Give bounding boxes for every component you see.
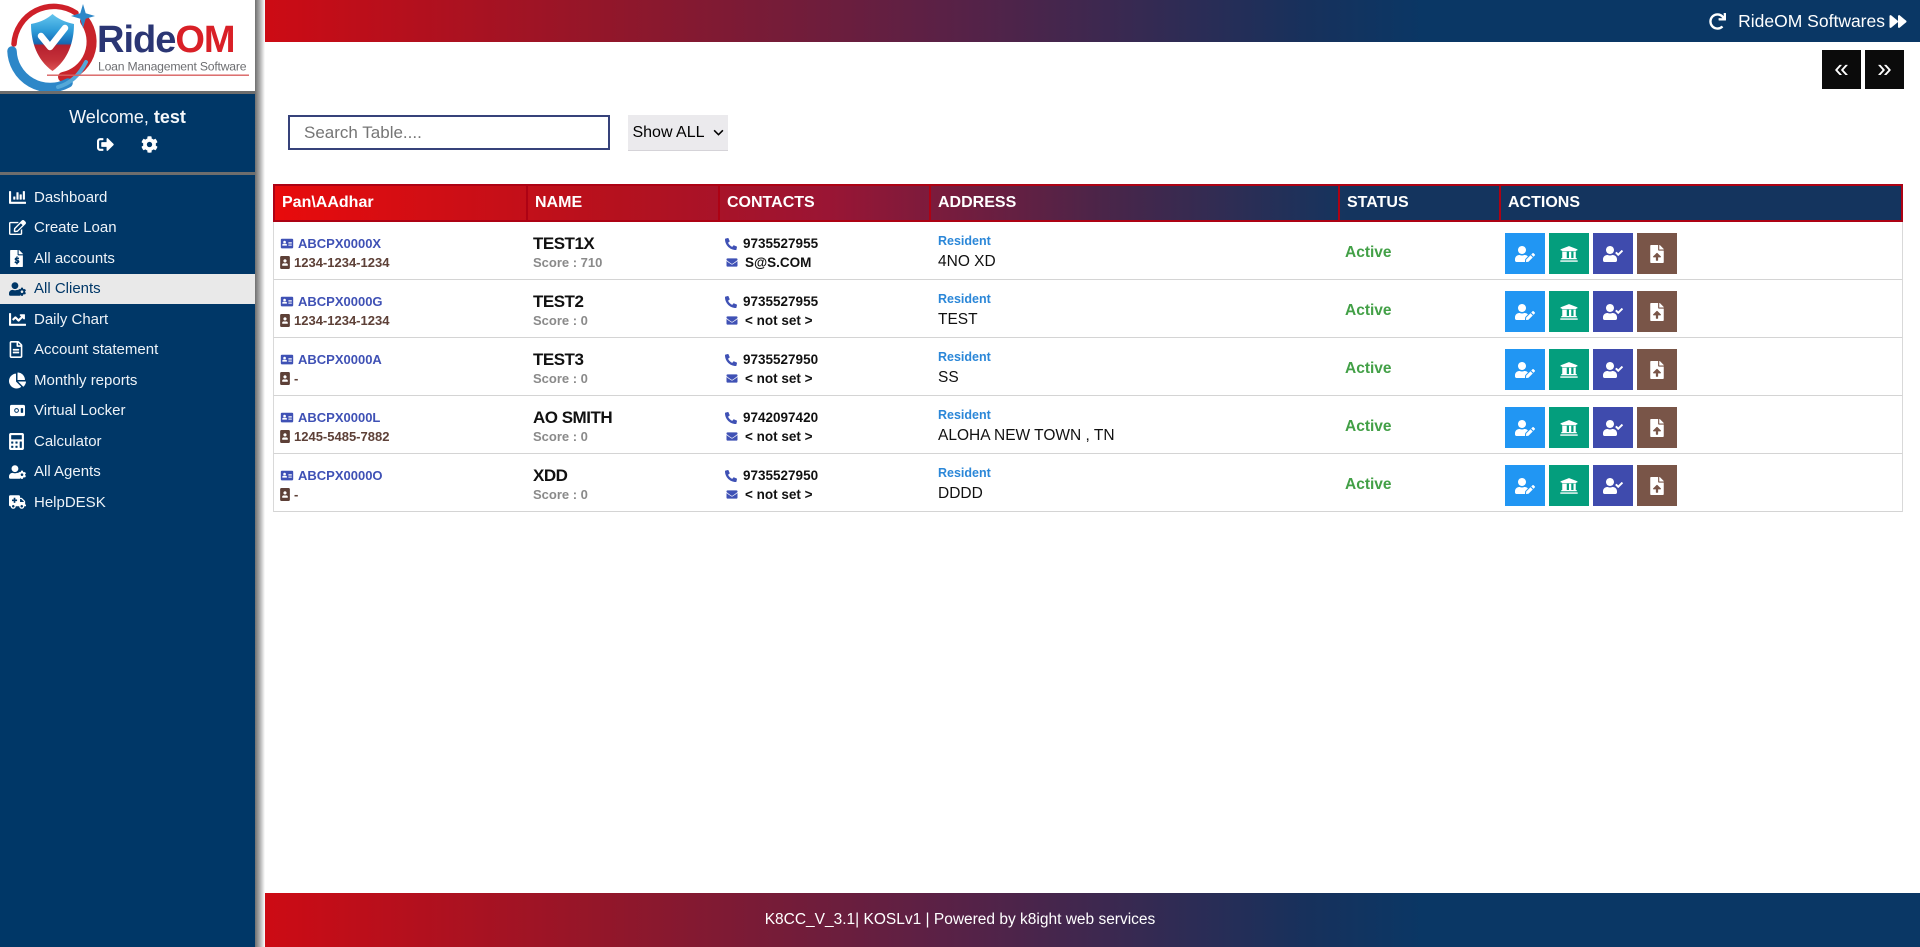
svg-text:RideOM: RideOM [97, 19, 235, 61]
svg-text:Loan Management Software: Loan Management Software [98, 60, 247, 74]
